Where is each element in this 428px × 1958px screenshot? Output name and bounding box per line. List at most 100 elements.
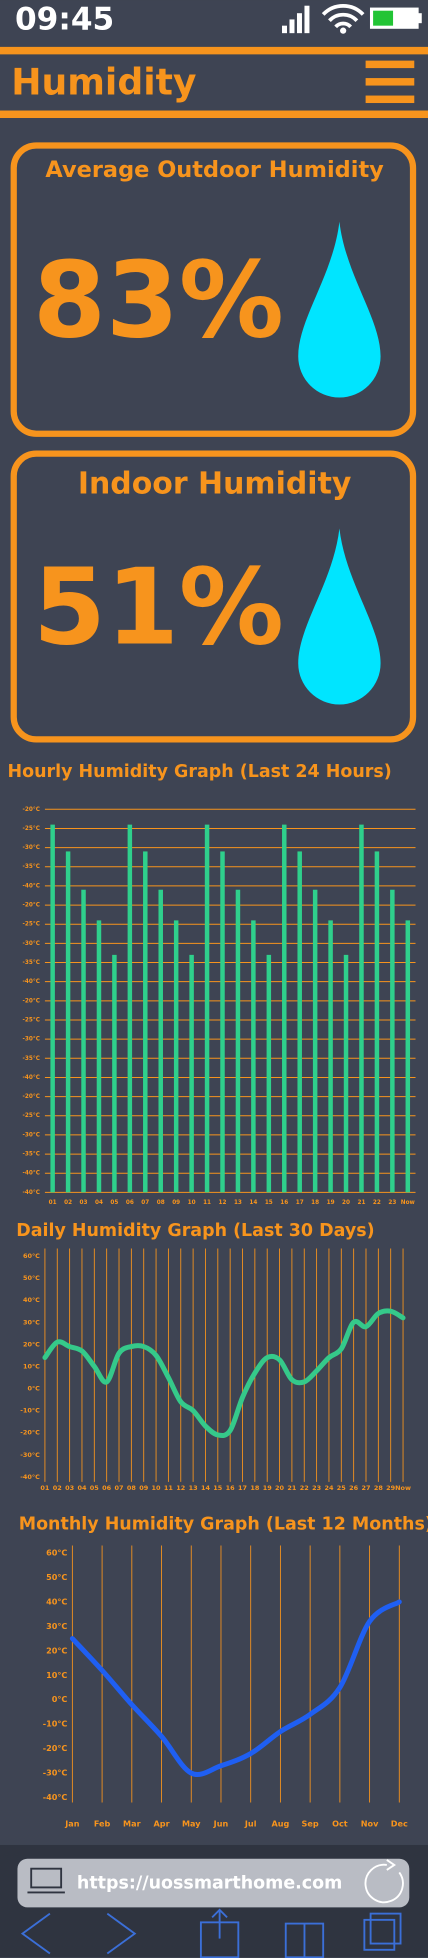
y-tick-label: -40°C: [23, 979, 40, 985]
y-tick-label: -35°C: [23, 960, 40, 966]
x-tick-label: 09: [139, 1484, 149, 1492]
y-tick-label: 50°C: [46, 1572, 67, 1582]
battery-level: [373, 10, 394, 26]
card-value: 51%: [33, 546, 284, 668]
y-tick-label: 60°C: [46, 1547, 67, 1557]
x-tick-label: 05: [90, 1484, 100, 1492]
x-tick-label: 08: [127, 1484, 137, 1492]
x-tick-label: Oct: [332, 1818, 348, 1828]
bar: [50, 824, 55, 1193]
header-rule: [0, 46, 428, 55]
signal-icon: [282, 5, 310, 34]
x-tick-label: Sep: [302, 1818, 319, 1828]
y-tick-label: -25°C: [23, 922, 40, 928]
x-tick-label: 12: [219, 1200, 227, 1206]
bar: [328, 920, 333, 1193]
chart-title: Daily Humidity Graph (Last 30 Days): [16, 1221, 374, 1241]
x-tick-label: 21: [357, 1200, 365, 1206]
x-tick-label: 02: [53, 1484, 62, 1492]
x-tick-label: 22: [373, 1200, 381, 1206]
x-tick-label: 15: [265, 1200, 273, 1206]
header-title: Humidity: [11, 60, 196, 103]
x-tick-label: Aug: [271, 1818, 289, 1828]
bar: [112, 954, 117, 1193]
y-tick-label: 0°C: [27, 1385, 40, 1393]
x-tick-label: 06: [126, 1200, 134, 1206]
bar: [143, 851, 148, 1193]
x-tick-label: 25: [337, 1484, 347, 1492]
url-box[interactable]: [17, 1858, 410, 1908]
x-tick-label: 26: [349, 1484, 359, 1492]
y-tick-label: 10°C: [46, 1670, 67, 1680]
menu-button[interactable]: [365, 60, 415, 104]
x-tick-label: 11: [164, 1484, 174, 1492]
data-line: [42, 1308, 406, 1438]
reload-button[interactable]: [364, 1859, 404, 1904]
bar: [220, 851, 225, 1193]
bar: [405, 920, 411, 1193]
card: [10, 142, 417, 437]
y-tick-label: -20°C: [23, 807, 40, 813]
battery-tip: [418, 13, 422, 24]
y-tick-label: -30°C: [23, 941, 40, 947]
x-tick-label: Jul: [244, 1818, 257, 1828]
x-tick-label: 18: [250, 1484, 260, 1492]
x-tick-label: Jan: [64, 1818, 79, 1828]
bar: [282, 824, 287, 1193]
chart-title: Hourly Humidity Graph (Last 24 Hours): [7, 762, 391, 782]
x-tick-label: Feb: [94, 1818, 111, 1828]
y-tick-label: -40°C: [43, 1792, 68, 1802]
bar: [297, 851, 302, 1193]
bar: [173, 920, 179, 1193]
x-tick-label: 10: [188, 1200, 196, 1206]
x-tick-label: Dec: [391, 1818, 408, 1828]
y-tick-label: -30°C: [20, 1451, 40, 1459]
x-tick-label: 21: [287, 1484, 297, 1492]
x-tick-label: 23: [388, 1200, 396, 1206]
x-tick-label: 07: [115, 1484, 124, 1492]
x-tick-label: 03: [80, 1200, 88, 1206]
x-tick-label: 20: [342, 1200, 350, 1206]
y-tick-label: -40°C: [23, 1075, 40, 1081]
y-tick-label: -40°C: [23, 883, 40, 889]
x-tick-label: 03: [65, 1484, 74, 1492]
x-tick-label: 09: [172, 1200, 180, 1206]
bar: [266, 954, 272, 1193]
y-tick-label: -10°C: [43, 1719, 68, 1729]
y-tick-label: -20°C: [23, 998, 40, 1004]
bar: [96, 920, 102, 1193]
y-tick-label: -35°C: [23, 1056, 40, 1062]
x-tick-label: 14: [201, 1484, 211, 1492]
x-tick-label: 07: [141, 1200, 149, 1206]
y-tick-label: -30°C: [43, 1768, 68, 1778]
x-tick-label: 04: [95, 1200, 103, 1206]
x-tick-label: 12: [176, 1484, 185, 1492]
card-value: 83%: [33, 239, 284, 361]
bar: [312, 889, 318, 1193]
bar: [158, 889, 163, 1193]
x-tick-label: 13: [234, 1200, 242, 1206]
x-tick-label: 14: [249, 1200, 257, 1206]
y-tick-label: -10°C: [20, 1407, 40, 1415]
x-tick-label: 01: [40, 1484, 50, 1492]
chart-title: Monthly Humidity Graph (Last 12 Months): [19, 1514, 428, 1534]
drop-icon: [298, 221, 381, 398]
x-tick-label: 05: [110, 1200, 118, 1206]
bar: [374, 851, 380, 1193]
y-tick-label: -30°C: [23, 1132, 40, 1138]
y-tick-label: -25°C: [23, 826, 40, 832]
x-tick-label: 11: [203, 1200, 211, 1206]
y-tick-label: -35°C: [23, 864, 40, 870]
y-tick-label: 30°C: [46, 1621, 67, 1631]
wifi-icon: [321, 4, 365, 29]
x-tick-label: 22: [300, 1484, 309, 1492]
x-tick-label: 16: [226, 1484, 236, 1492]
url: https://uossmarthome.com: [77, 1874, 342, 1894]
nav-icons[interactable]: [20, 1908, 402, 1958]
y-tick-label: -35°C: [23, 1152, 40, 1158]
x-tick-label: 01: [49, 1200, 57, 1206]
screen-icon: [27, 1867, 65, 1894]
x-tick-label: 17: [296, 1200, 304, 1206]
y-tick-label: 50°C: [23, 1274, 40, 1282]
y-tick-label: 40°C: [46, 1596, 67, 1606]
